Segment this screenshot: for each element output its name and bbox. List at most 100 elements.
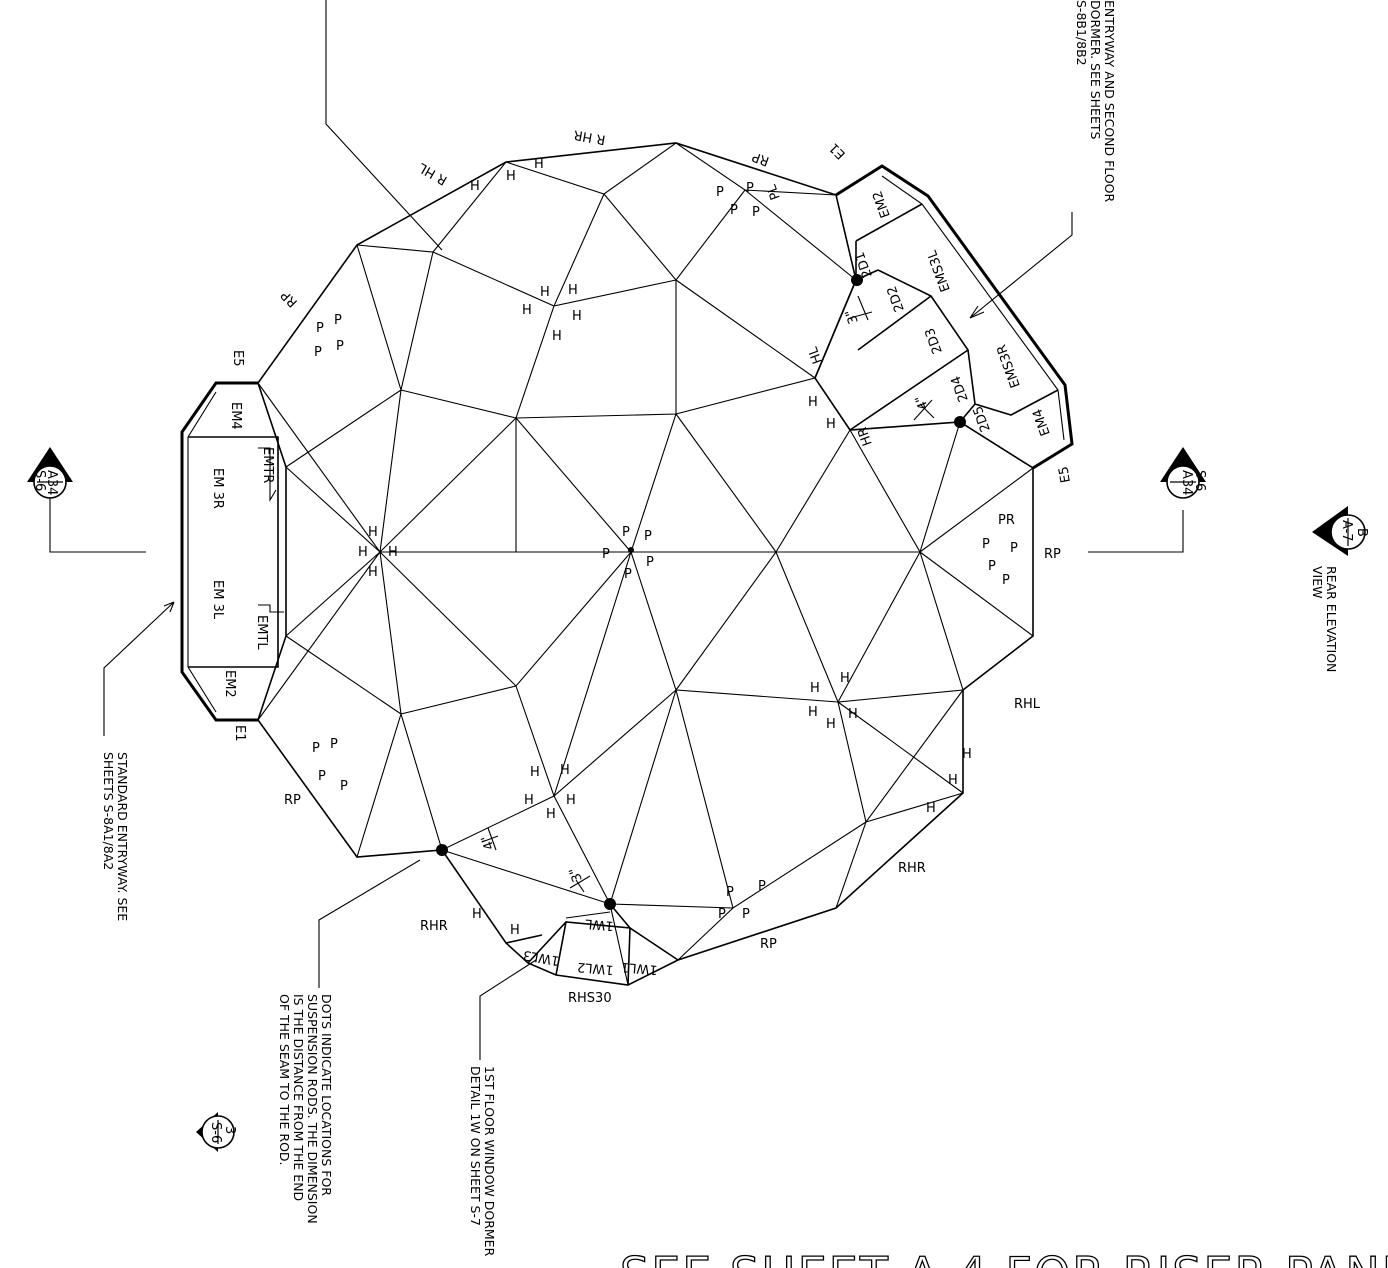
hub-h: H	[560, 763, 570, 778]
hub-h: H	[534, 157, 544, 172]
label-e5: E5	[230, 350, 245, 367]
label-em3l: EM 3L	[210, 580, 225, 620]
hub-p: P	[318, 769, 326, 784]
note-line: DORMER. SEE SHEETS	[1088, 0, 1103, 139]
hub-h: H	[808, 705, 818, 720]
label-e5: E5	[1056, 465, 1074, 484]
hub-p: P	[716, 185, 724, 200]
entryway-dormer	[814, 164, 1074, 470]
hub-p: P	[314, 345, 322, 360]
leader-lines	[49, 0, 1184, 1060]
note-window-dormer: 1ST FLOOR WINDOW DORMER DETAIL 1W ON SHE…	[468, 1066, 497, 1257]
hub-p: P	[312, 741, 320, 756]
hub-h: H	[506, 169, 516, 184]
note-suspension-dots: DOTS INDICATE LOCATIONS FOR SUSPENSION R…	[277, 994, 334, 1224]
marker-bottom: S-6	[208, 1122, 223, 1143]
hub-h: H	[840, 671, 850, 686]
edge-labels: R HR R HL RP RP RP RHR RP RHR RHL RP HL …	[278, 127, 1061, 952]
edge-hl: HL	[806, 344, 826, 366]
marker-bottom: S-6	[32, 470, 47, 491]
hub-p: P	[646, 555, 654, 570]
standard-entryway	[180, 381, 284, 722]
label-em2: EM2	[870, 189, 894, 220]
entry-labels: E5 EM4 EM 3R EMTR EM 3L EMTL EM2 E1	[210, 350, 275, 742]
hub-p: P	[752, 205, 760, 220]
section-marker-right[interactable]: S-6 A34	[1160, 447, 1207, 499]
hub-letters: H H H H H H H H H H H H P P P P P P P P …	[312, 157, 1018, 938]
note-line: SUSPENSION RODS. THE DIMENSION	[305, 994, 320, 1224]
marker-bottom: A-7	[1339, 520, 1354, 542]
dim-3in: 3"	[567, 865, 586, 884]
note-line: DETAIL 1W ON SHEET S-7	[468, 1066, 483, 1226]
label-1wl3: 1WL3	[522, 947, 561, 968]
hub-h: H	[522, 303, 532, 318]
dim-4in: 4"	[913, 393, 932, 412]
hub-p: P	[726, 885, 734, 900]
edge-rp: RP	[760, 937, 777, 952]
hub-h: H	[568, 283, 578, 298]
note-line: STANDARD ENTRYWAY. SEE	[115, 752, 130, 921]
dim-4in: 4"	[479, 833, 498, 852]
label-rhs30: RHS30	[568, 991, 612, 1006]
edge-rp: RP	[284, 793, 301, 808]
hub-p: P	[644, 529, 652, 544]
hub-h: H	[810, 681, 820, 696]
note-standard-entryway: STANDARD ENTRYWAY. SEE SHEETS S-8A1/8A2	[101, 752, 130, 921]
edge-rhl: RHL	[1014, 697, 1041, 712]
hub-p: P	[1010, 541, 1018, 556]
suspension-rods	[436, 274, 966, 910]
hub-h: H	[368, 565, 378, 580]
elevation-label: VIEW	[1310, 566, 1325, 599]
edge-rhr: R HR	[573, 127, 607, 147]
edge-hr: HR	[855, 425, 876, 448]
hub-h: H	[552, 329, 562, 344]
hub-p: P	[624, 567, 632, 582]
elevation-marker[interactable]: B A-7 REAR ELEVATION VIEW	[1310, 506, 1369, 672]
hub-h: H	[388, 545, 398, 560]
label-e1: E1	[827, 140, 849, 162]
window-labels: 1WL1 1WL2 1WL3 1WL RHS30	[522, 915, 658, 1006]
edge-pl: PL	[764, 182, 784, 202]
label-ems3l: EMS3L	[925, 247, 954, 293]
hub-p: P	[334, 313, 342, 328]
label-1wl1: 1WL1	[621, 959, 659, 977]
hub-h: H	[948, 773, 958, 788]
hub-h: H	[808, 395, 818, 410]
note-line: 1ST FLOOR WINDOW DORMER	[482, 1066, 497, 1257]
label-em4: EM4	[1030, 407, 1054, 438]
hub-h: H	[510, 923, 520, 938]
section-marker-bottom[interactable]: 3 S-6	[196, 1112, 237, 1152]
hub-h: H	[530, 765, 540, 780]
marker-bottom: A34	[1179, 470, 1194, 495]
riser-panel-note: SEE SHEET A-4 FOR RISER PANEL	[620, 1247, 1388, 1268]
hub-p: P	[622, 525, 630, 540]
hub-h: H	[566, 793, 576, 808]
hub-p: P	[1002, 573, 1010, 588]
edge-pr: PR	[998, 513, 1015, 528]
note-entryway-dormer: ENTRYWAY AND SECOND FLOOR DORMER. SEE SH…	[1074, 0, 1117, 203]
hub-p: P	[746, 181, 754, 196]
marker-top: 3	[222, 1126, 237, 1134]
hub-p: P	[718, 907, 726, 922]
hub-h: H	[572, 309, 582, 324]
rod-dot	[436, 844, 448, 856]
hub-p: P	[316, 321, 324, 336]
note-line: DOTS INDICATE LOCATIONS FOR	[319, 994, 334, 1196]
edge-rhl: R HL	[416, 159, 450, 187]
label-2d2: 2D2	[885, 284, 908, 314]
section-marker-left[interactable]: A34 S-6	[27, 447, 73, 499]
elevation-label: REAR ELEVATION	[1324, 566, 1339, 672]
hub-p: P	[730, 203, 738, 218]
edge-rp: RP	[750, 148, 771, 168]
marker-top: B	[1354, 528, 1369, 537]
label-e1: E1	[232, 725, 247, 742]
label-emtr: EMTR	[260, 447, 275, 483]
label-ems3r: EMS3R	[994, 342, 1023, 389]
dim-3in: 3"	[843, 307, 862, 326]
hub-h: H	[826, 417, 836, 432]
rod-dot	[954, 416, 966, 428]
hub-p: P	[336, 339, 344, 354]
hub-h: H	[848, 707, 858, 722]
note-line: SHEETS S-8A1/8A2	[101, 752, 116, 870]
